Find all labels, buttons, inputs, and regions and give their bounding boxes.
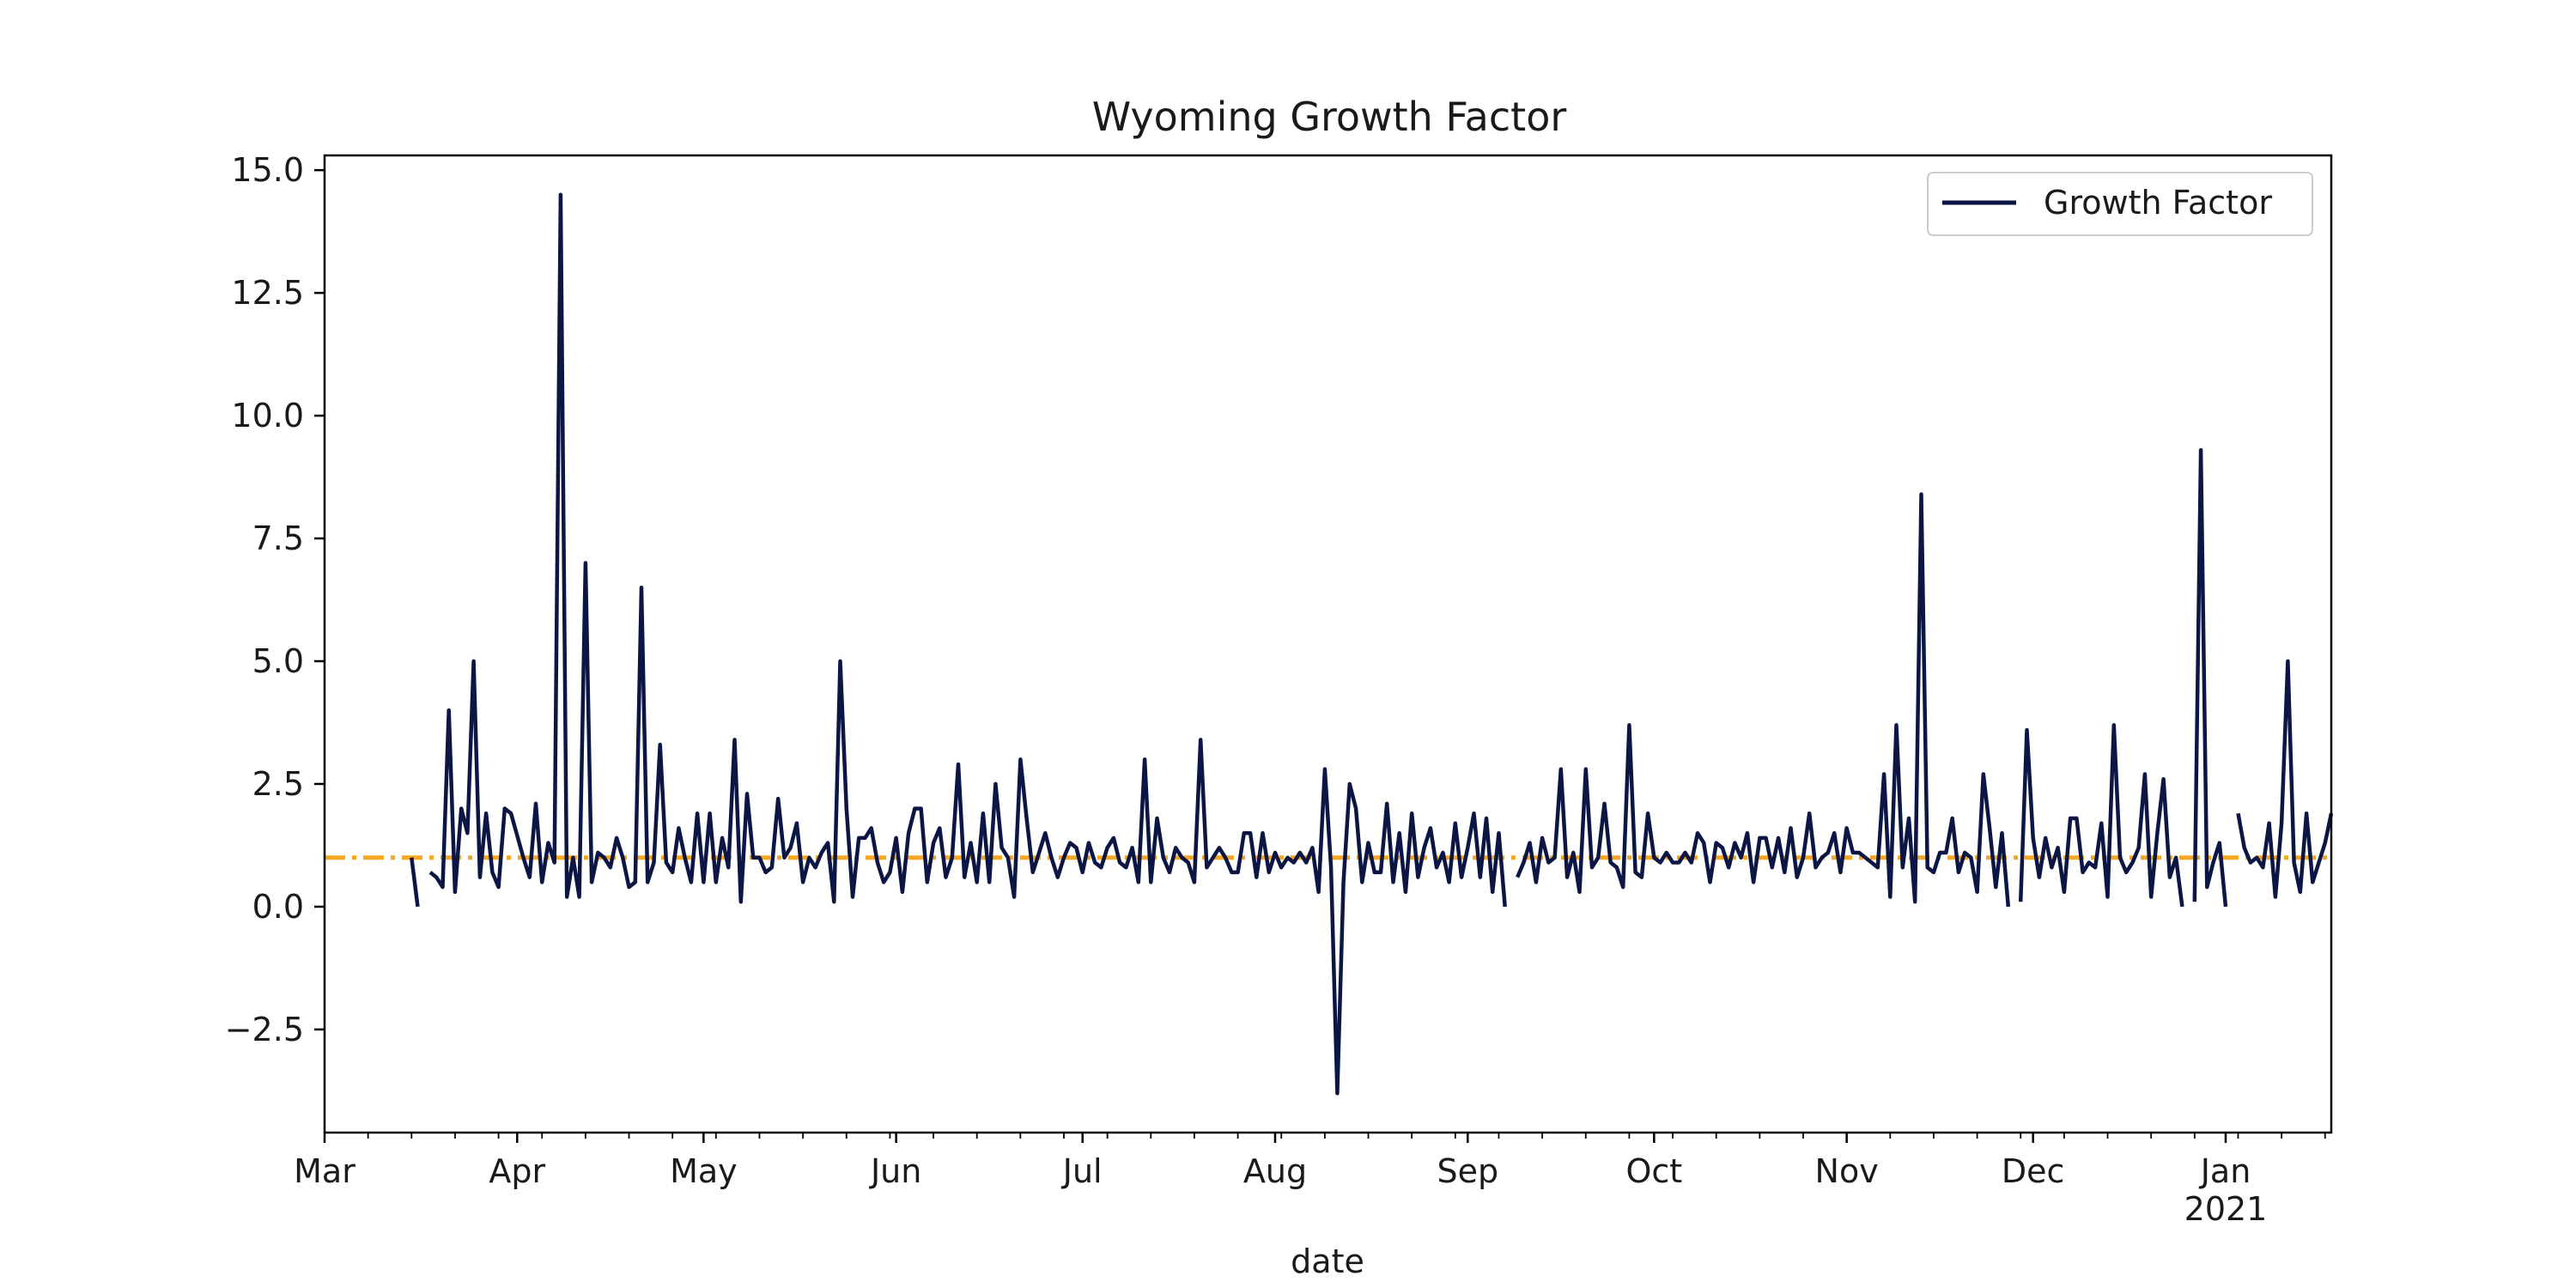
series-line-segment bbox=[410, 857, 420, 908]
series-line-segment bbox=[2192, 447, 2228, 908]
series-line-segment bbox=[1516, 492, 2011, 908]
series-line-segment bbox=[2018, 723, 2184, 908]
x-tick-label: Jun bbox=[869, 1152, 921, 1190]
chart-title: Wyoming Growth Factor bbox=[1092, 94, 1567, 140]
x-axis-label: date bbox=[1291, 1242, 1364, 1280]
x-tick-label: Jul bbox=[1061, 1152, 1103, 1190]
series-line-segment bbox=[2236, 659, 2334, 899]
x-tick-label: Apr bbox=[489, 1152, 545, 1190]
legend-label: Growth Factor bbox=[2044, 184, 2272, 222]
series-line-segment bbox=[428, 192, 1507, 1096]
x-tick-label: Oct bbox=[1626, 1152, 1683, 1190]
x-tick-label: Nov bbox=[1815, 1152, 1879, 1190]
series-layer bbox=[410, 192, 2334, 1096]
y-tick-label: 15.0 bbox=[231, 151, 304, 189]
legend: Growth Factor bbox=[1927, 172, 2313, 236]
y-tick-label: −2.5 bbox=[225, 1011, 304, 1048]
x-tick-label: Sep bbox=[1437, 1152, 1498, 1190]
x-tick-label: May bbox=[670, 1152, 738, 1190]
x-tick-label: Mar bbox=[294, 1152, 355, 1190]
x-tick-label: Dec bbox=[2002, 1152, 2065, 1190]
y-tick-label: 10.0 bbox=[231, 397, 304, 434]
legend-box bbox=[1927, 172, 2313, 236]
y-tick-label: 0.0 bbox=[252, 888, 304, 926]
y-axis: 15.0 12.5 10.0 7.5 5.0 2.5 0.0 −2.5 bbox=[225, 151, 325, 1048]
x-tick-label: Jan bbox=[2199, 1152, 2251, 1190]
y-tick-label: 5.0 bbox=[252, 642, 304, 680]
plot-area-frame bbox=[323, 154, 2333, 1134]
x-tick-label: Aug bbox=[1243, 1152, 1307, 1190]
y-tick-label: 12.5 bbox=[231, 274, 304, 312]
x-tick-year-label: 2021 bbox=[2184, 1190, 2268, 1228]
y-tick-label: 2.5 bbox=[252, 765, 304, 803]
y-tick-label: 7.5 bbox=[252, 519, 304, 557]
